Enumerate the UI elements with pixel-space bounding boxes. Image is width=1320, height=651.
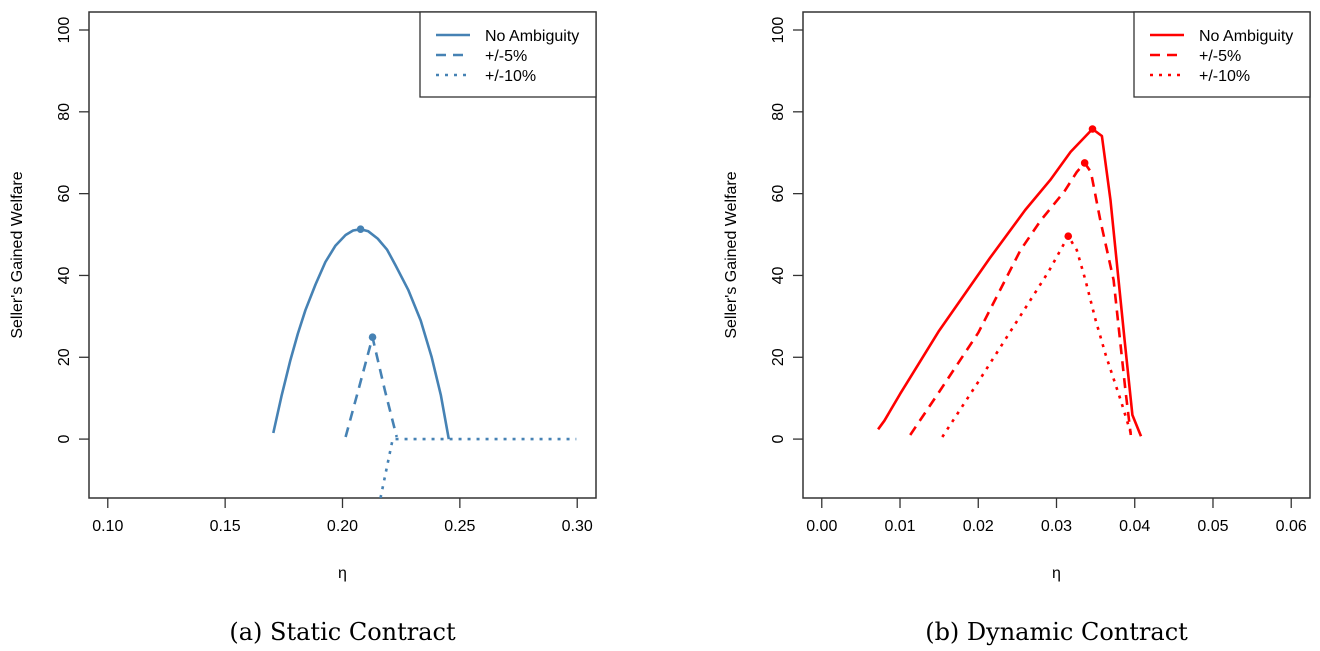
legend: No Ambiguity +/-5% +/-10% <box>419 11 597 98</box>
y-tick-label: 0 <box>56 435 73 444</box>
y-axis-label: Seller's Gained Welfare <box>723 171 740 338</box>
panel-caption: (b) Dynamic Contract <box>925 618 1188 646</box>
x-tick-label: 0.02 <box>963 518 994 535</box>
series-line-dotted <box>941 234 1134 439</box>
y-tick-label: 40 <box>770 266 787 284</box>
panel-dynamic-contract: 0.00 0.01 0.02 0.03 0.04 0.05 0.06 0 20 40 60 80 100… <box>723 11 1311 646</box>
y-tick-label: 20 <box>56 348 73 366</box>
y-axis-label: Seller's Gained Welfare <box>9 171 26 338</box>
y-tick-label: 80 <box>770 103 787 121</box>
x-tick-label: 0.01 <box>884 518 915 535</box>
legend: No Ambiguity +/-5% +/-10% <box>1133 11 1311 98</box>
y-tick-label: 20 <box>770 348 787 366</box>
x-tick-label: 0.05 <box>1197 518 1228 535</box>
x-axis-label: η <box>1052 565 1061 582</box>
legend-box <box>419 11 597 98</box>
peak-marker <box>356 225 365 234</box>
peak-marker <box>1088 125 1097 133</box>
x-tick-label: 0.25 <box>444 518 475 535</box>
legend-label: No Ambiguity <box>485 28 579 45</box>
legend-label: +/-5% <box>485 48 527 65</box>
panel-caption: (a) Static Contract <box>229 618 456 646</box>
peak-marker <box>368 333 377 342</box>
y-tick-label: 100 <box>770 17 787 44</box>
legend-box <box>1133 11 1311 98</box>
x-tick-label: 0.20 <box>327 518 358 535</box>
y-tick-label: 60 <box>770 185 787 203</box>
series-line-dotted <box>379 437 577 498</box>
y-tick-label: 40 <box>56 266 73 284</box>
x-tick-label: 0.30 <box>562 518 593 535</box>
y-tick-label: 80 <box>56 103 73 121</box>
x-tick-label: 0.15 <box>210 518 241 535</box>
series-line-solid <box>272 227 451 440</box>
y-tick-label: 60 <box>56 185 73 203</box>
y-tick-label: 100 <box>56 17 73 44</box>
x-axis-label: η <box>338 565 347 582</box>
legend-label: No Ambiguity <box>1199 28 1293 45</box>
series-group <box>877 125 1143 439</box>
x-tick-label: 0.10 <box>92 518 123 535</box>
peak-marker <box>1080 159 1089 167</box>
x-tick-label: 0.03 <box>1041 518 1072 535</box>
legend-label: +/-5% <box>1199 48 1241 65</box>
x-tick-label: 0.04 <box>1119 518 1150 535</box>
series-group <box>272 225 577 498</box>
series-line-dashed <box>909 161 1133 436</box>
x-tick-label: 0.06 <box>1276 518 1307 535</box>
peak-marker <box>1064 232 1073 240</box>
series-line-solid <box>877 127 1143 437</box>
x-tick-label: 0.00 <box>806 518 837 535</box>
panel-static-contract: 0.10 0.15 0.20 0.25 0.30 0 20 40 60 80 100 η Seller'… <box>9 11 597 646</box>
legend-label: +/-10% <box>485 68 536 85</box>
legend-label: +/-10% <box>1199 68 1250 85</box>
series-line-dashed <box>344 335 398 438</box>
y-tick-label: 0 <box>770 435 787 444</box>
